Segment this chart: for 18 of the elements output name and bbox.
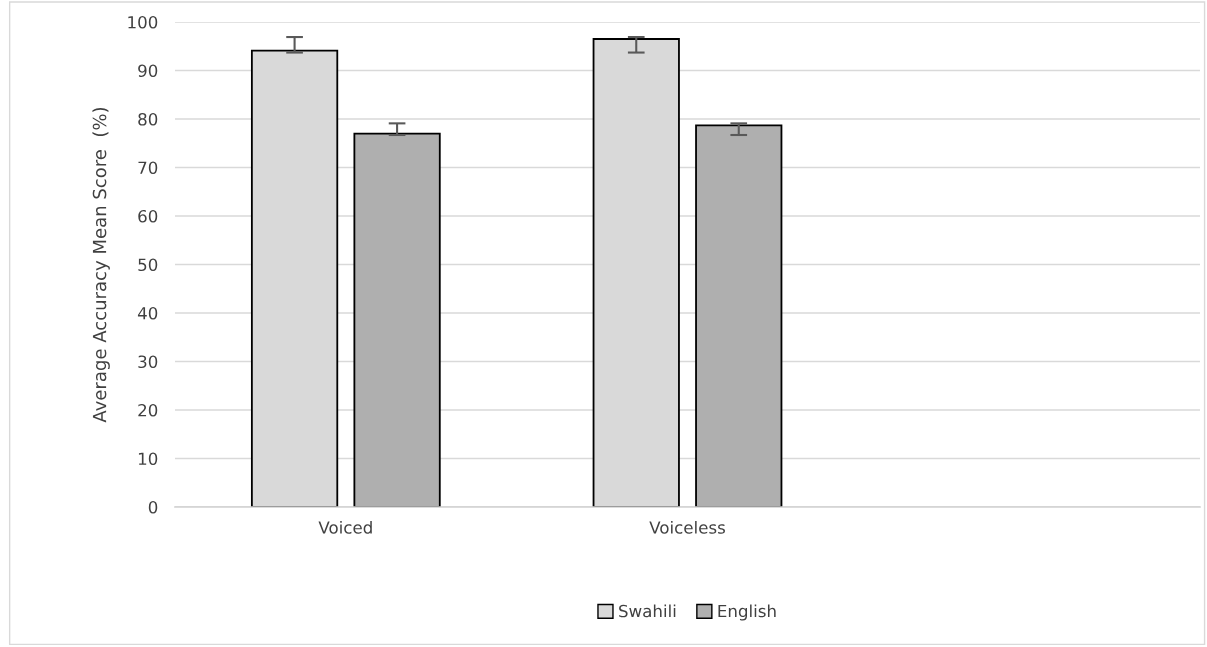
y-tick-label: 50 [138, 258, 158, 272]
y-tick-label: 10 [138, 452, 158, 466]
y-tick-label: 70 [138, 161, 158, 175]
bar [353, 132, 441, 507]
x-tick-label: Voiced [318, 520, 372, 534]
y-tick-label: 20 [138, 403, 158, 417]
legend-label: English [718, 604, 776, 621]
y-tick-label: 30 [138, 355, 158, 369]
legend-label: Swahili [619, 604, 676, 618]
y-tick-label: 0 [148, 500, 158, 514]
x-tick-label: Voiceless [649, 520, 725, 534]
y-axis-title: Average Accuracy Mean Score (%) [92, 107, 110, 423]
bar [695, 124, 783, 507]
y-tick-label: 40 [137, 306, 158, 320]
y-tick-label: 100 [128, 15, 158, 29]
y-tick-label: 80 [138, 112, 158, 126]
y-tick-label: 60 [138, 209, 158, 223]
y-tick-label: 90 [138, 64, 158, 78]
